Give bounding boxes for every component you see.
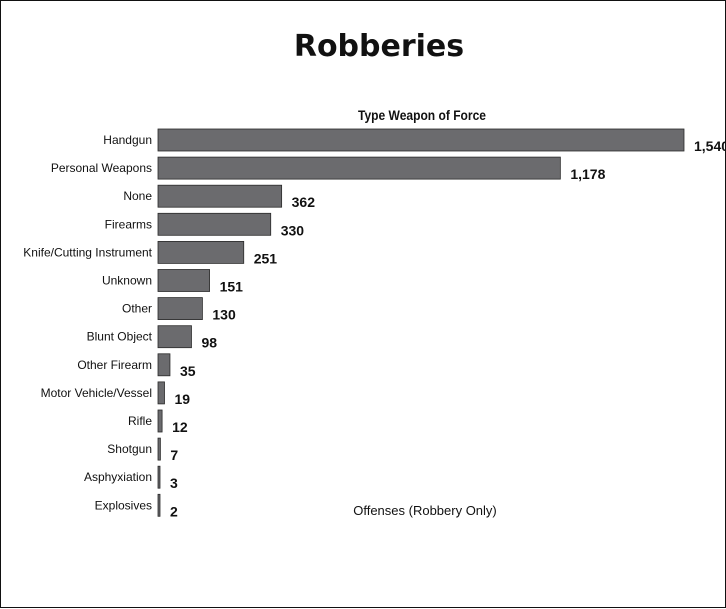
value-label: 1,540 [694,138,726,154]
value-label: 330 [281,222,305,238]
chart-subtitle: Type Weapon of Force [357,107,487,123]
bar-shotgun [157,437,161,461]
value-label: 7 [170,447,178,463]
bar-handgun [157,128,685,152]
value-label: 1,178 [570,166,605,182]
category-label: Other Firearm [77,358,152,372]
category-label: Motor Vehicle/Vessel [41,386,152,400]
category-label: Personal Weapons [51,161,152,175]
category-label: Explosives [95,498,152,512]
value-label: 12 [172,419,188,435]
bar-other [157,297,203,321]
bar-personal-weapons [157,156,561,180]
bar-other-firearm [157,353,171,377]
bar-firearms [157,212,272,236]
bar-explosives [157,493,161,517]
value-label: 35 [180,363,196,379]
category-label: Shotgun [107,442,152,456]
value-label: 19 [174,391,190,407]
category-label: Firearms [105,217,152,231]
value-label: 130 [212,307,236,323]
category-label: Rifle [128,414,152,428]
bar-unknown [157,269,210,292]
bar-rifle [157,409,163,433]
bar-blunt-object [157,325,192,349]
category-label: Knife/Cutting Instrument [23,245,152,259]
category-label: Blunt Object [87,330,153,344]
category-label: None [123,189,152,203]
bar-motor-vehicle-vessel [157,381,165,405]
category-label: Asphyxiation [84,470,152,484]
category-label: Other [122,302,152,316]
value-label: 2 [170,503,178,519]
value-label: 362 [292,194,316,210]
value-label: 98 [201,335,217,351]
bar-none [157,184,283,208]
value-label: 3 [170,475,178,491]
category-label: Handgun [103,133,152,147]
bar-knife-cutting-instrument [157,240,245,264]
value-label: 151 [220,279,244,295]
chart-title: Robberies [293,29,465,64]
x-axis-title: Offenses (Robbery Only) [353,503,497,518]
bar-asphyxiation [157,465,161,489]
value-label: 251 [254,250,278,266]
category-label: Unknown [102,274,152,288]
